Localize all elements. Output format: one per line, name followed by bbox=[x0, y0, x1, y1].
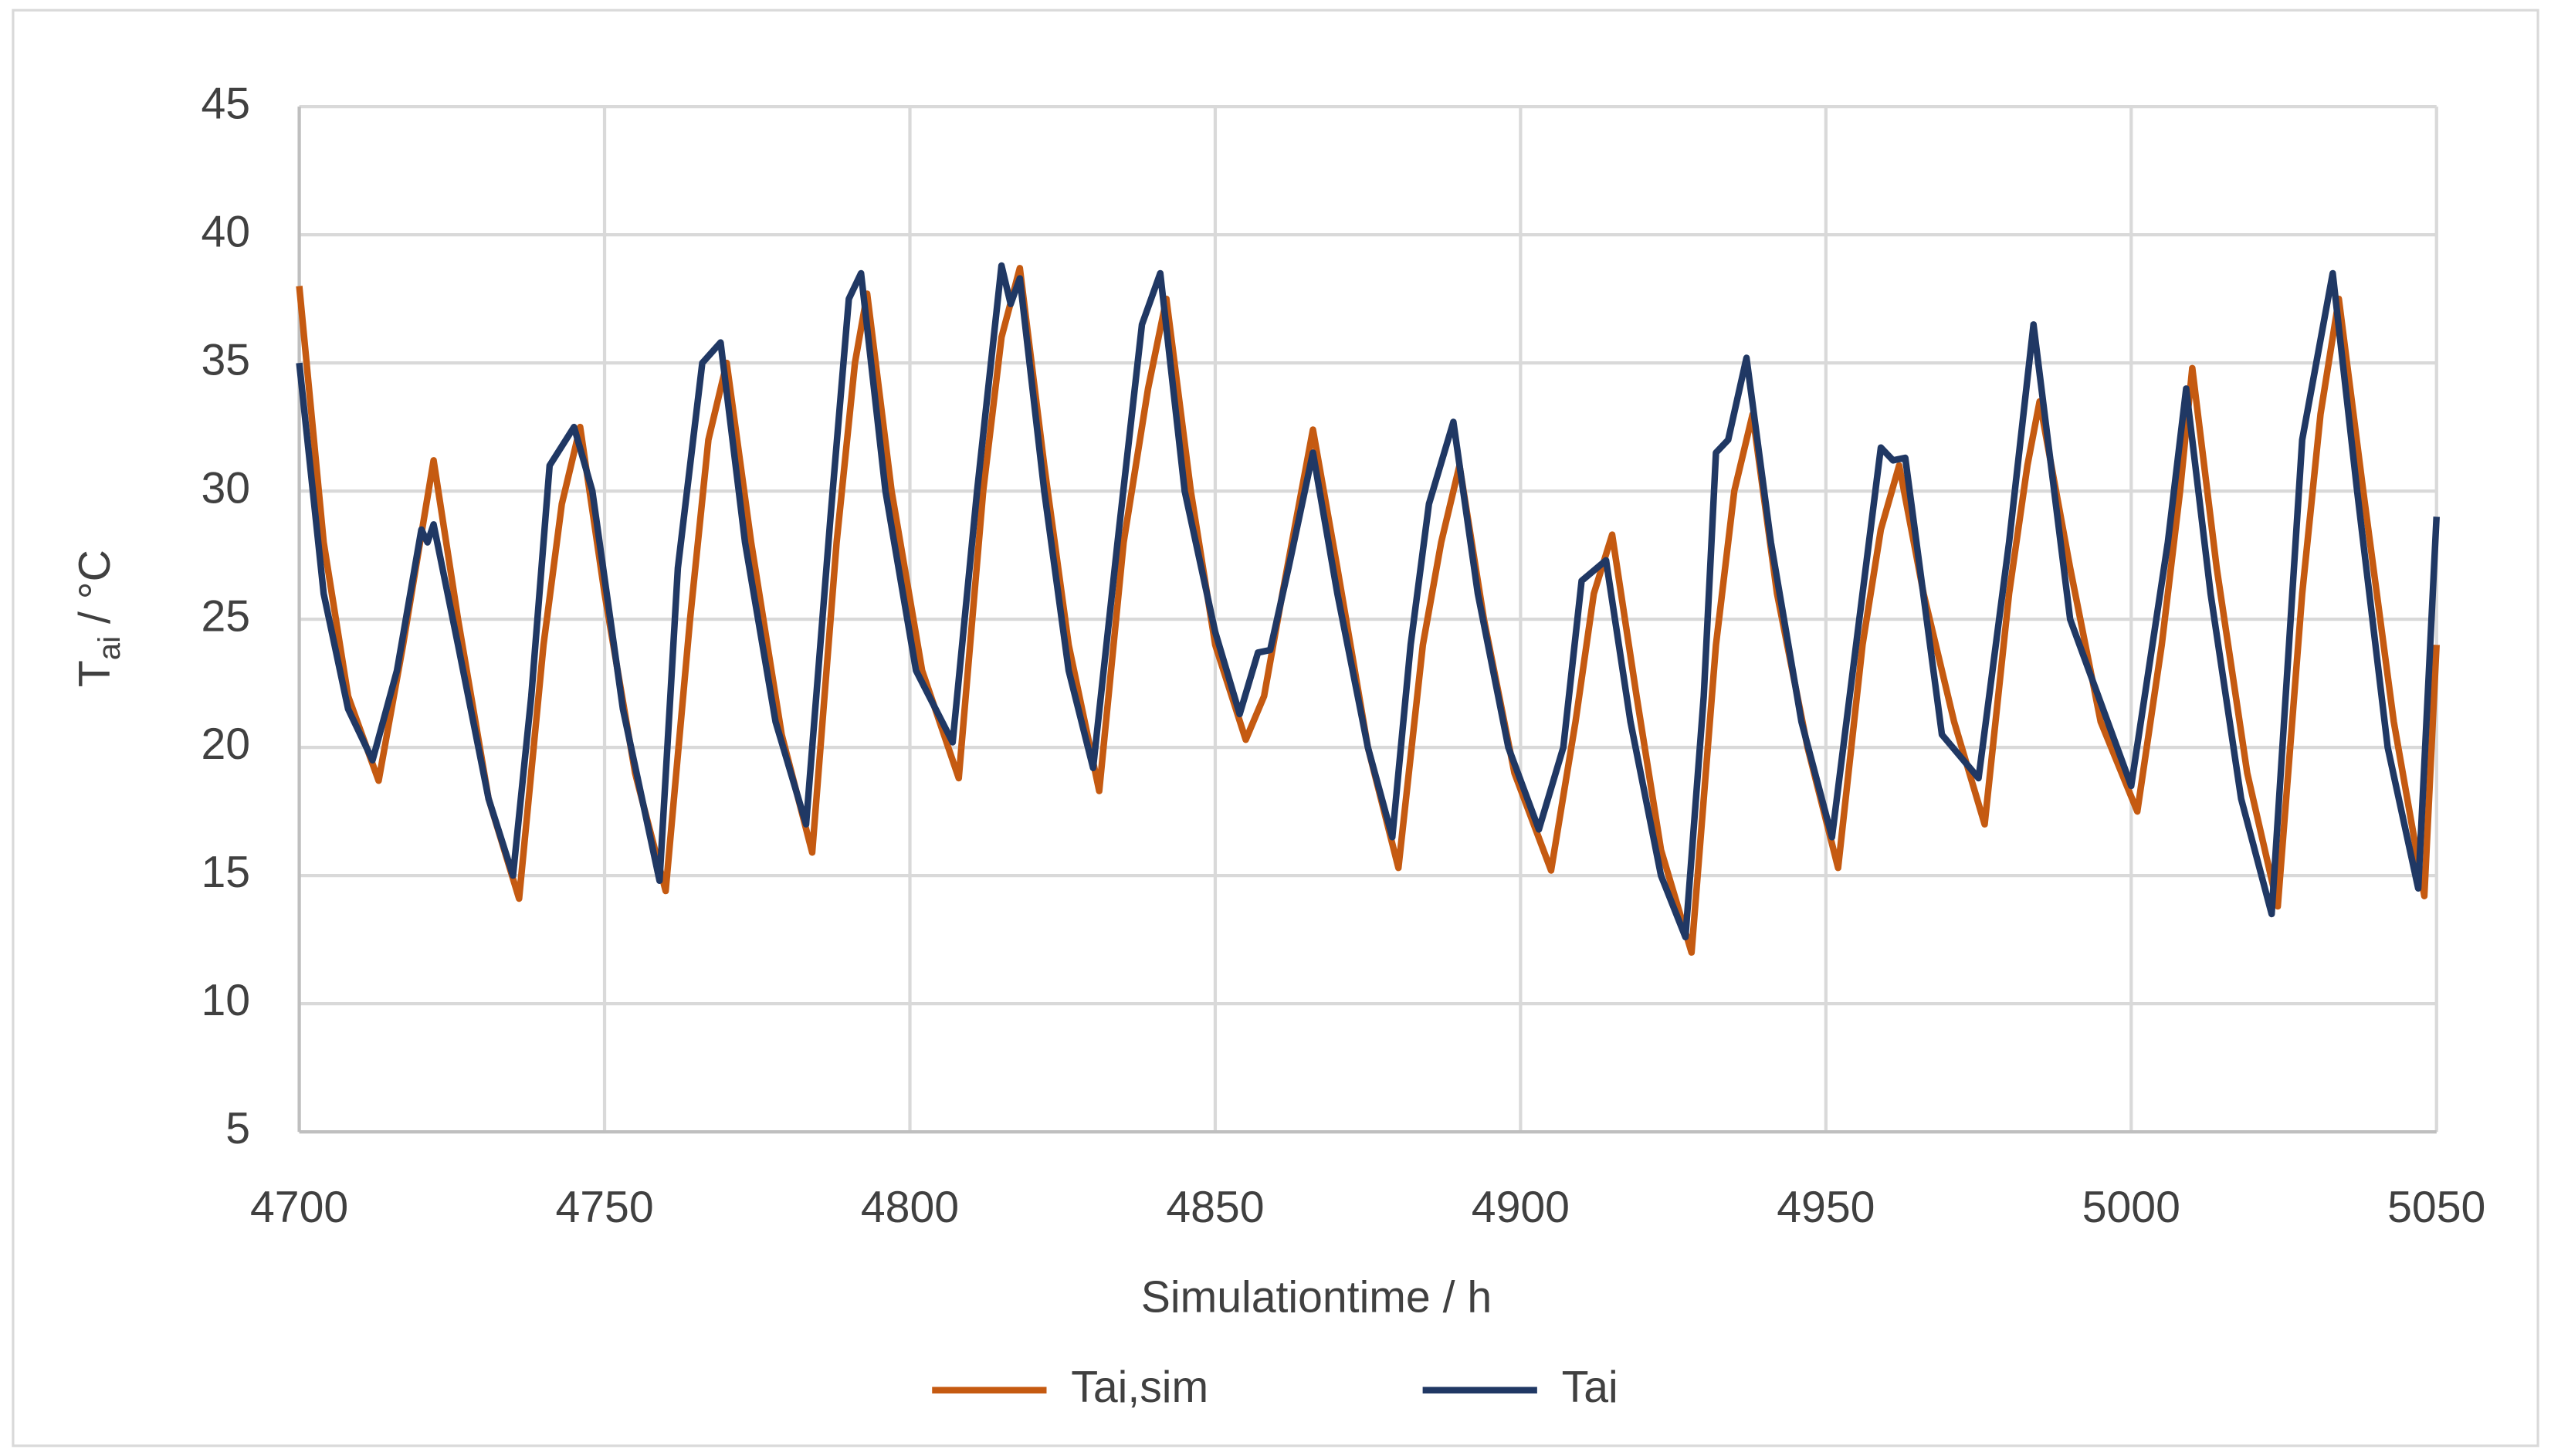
x-tick-label: 4700 bbox=[250, 1183, 348, 1232]
y-tick-label: 30 bbox=[201, 463, 250, 513]
x-tick-label: 5050 bbox=[2387, 1183, 2485, 1232]
x-tick-label: 4900 bbox=[1472, 1183, 1570, 1232]
x-tick-label: 4800 bbox=[861, 1183, 959, 1232]
chart-border bbox=[12, 8, 2539, 1448]
y-tick-label: 45 bbox=[201, 79, 250, 128]
y-tick-label: 35 bbox=[201, 335, 250, 384]
x-tick-label: 5000 bbox=[2082, 1183, 2180, 1232]
x-tick-label: 4950 bbox=[1777, 1183, 1875, 1232]
x-tick-label: 4850 bbox=[1166, 1183, 1264, 1232]
series-line bbox=[296, 262, 2440, 941]
y-axis-subscript: ai bbox=[92, 636, 127, 660]
y-tick-label: 5 bbox=[225, 1104, 250, 1153]
x-tick-label: 4750 bbox=[555, 1183, 653, 1232]
y-tick-label: 10 bbox=[201, 976, 250, 1025]
y-tick-label: 40 bbox=[201, 207, 250, 256]
legend-label: Tai,sim bbox=[1071, 1363, 1208, 1412]
y-axis-symbol: T bbox=[70, 660, 120, 687]
x-axis-title: Simulationtime / h bbox=[1141, 1272, 1492, 1322]
y-tick-label: 20 bbox=[201, 720, 250, 769]
y-axis-title: Tai / °C bbox=[70, 550, 126, 687]
legend-label: Tai bbox=[1562, 1363, 1618, 1412]
y-tick-label: 25 bbox=[201, 591, 250, 641]
y-tick-label: 15 bbox=[201, 848, 250, 897]
y-axis-unit: / °C bbox=[70, 550, 120, 636]
